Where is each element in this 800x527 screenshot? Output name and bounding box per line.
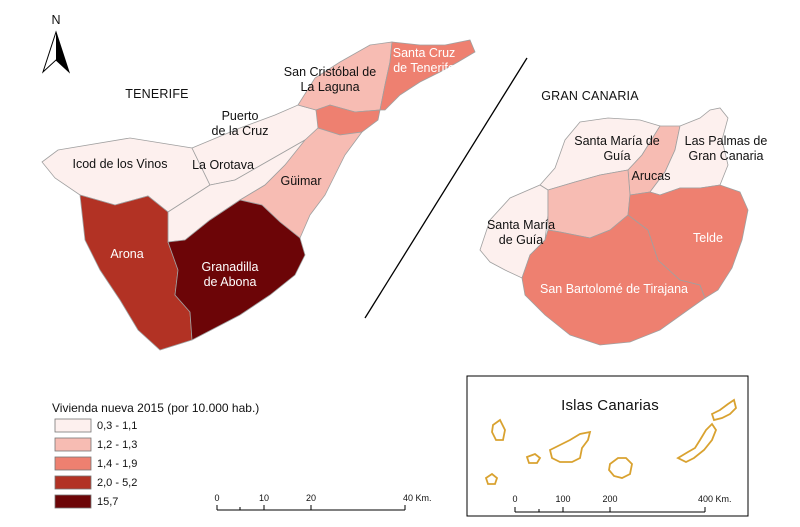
- region-granadilla-de-abona[interactable]: [167, 199, 306, 341]
- legend-swatch: [54, 437, 92, 452]
- label-granadilla-2: de Abona: [204, 275, 257, 289]
- legend-items: 0,3 - 1,1 1,2 - 1,3 1,4 - 1,9 2,0 - 5,2 15,7: [54, 418, 137, 509]
- label-santacruz-1: Santa Cruz: [393, 46, 456, 60]
- legend-label: 15,7: [97, 496, 118, 508]
- scale-tick-20: 20: [306, 493, 316, 503]
- label-guimar: Güimar: [281, 174, 322, 188]
- scale-end: 40 Km.: [403, 493, 432, 503]
- label-guia-w-2: de Guía: [499, 233, 544, 247]
- inset-scale-end: 400 Km.: [698, 494, 732, 504]
- label-guia-n-1: Santa María de: [574, 134, 660, 148]
- label-laguna-1: San Cristóbal de: [284, 65, 376, 79]
- legend-swatch: [54, 494, 92, 509]
- label-sanbartolome: San Bartolomé de Tirajana: [540, 282, 688, 296]
- label-guia-w-1: Santa María: [487, 218, 555, 232]
- inset-map: Islas Canarias 0 100 200 400 Km.: [466, 375, 749, 517]
- label-palmas-1: Las Palmas de: [685, 134, 768, 148]
- island-fuerteventura: [676, 422, 718, 464]
- tenerife-map: TENERIFE Icod de los Vinos Puerto de la …: [41, 39, 476, 351]
- inset-scale-tick-200: 200: [602, 494, 617, 504]
- main-scale-bar: 0 10 20 40 Km.: [214, 493, 432, 511]
- legend-swatch: [54, 418, 92, 433]
- legend-title: Vivienda nueva 2015 (por 10.000 hab.): [52, 401, 259, 415]
- legend-label: 2,0 - 5,2: [97, 477, 137, 489]
- label-palmas-2: Gran Canaria: [688, 149, 763, 163]
- legend: Vivienda nueva 2015 (por 10.000 hab.) 0,…: [52, 401, 259, 509]
- inset-scale-tick-100: 100: [555, 494, 570, 504]
- gran-canaria-title: GRAN CANARIA: [541, 89, 639, 103]
- legend-swatch: [54, 456, 92, 471]
- label-guia-n-2: Guía: [603, 149, 630, 163]
- label-santacruz-2: de Tenerife: [393, 61, 455, 75]
- label-granadilla-1: Granadilla: [202, 260, 259, 274]
- label-arona: Arona: [110, 247, 143, 261]
- label-puerto-1: Puerto: [222, 109, 259, 123]
- region-santa-cruz-de-tenerife[interactable]: [379, 39, 476, 111]
- legend-label: 1,2 - 1,3: [97, 439, 137, 451]
- island-la-gomera: [525, 452, 542, 464]
- island-gran-canaria: [608, 457, 633, 479]
- island-lanzarote: [710, 398, 737, 422]
- gran-canaria-map: GRAN CANARIA Santa María de Guía Arucas …: [479, 89, 768, 346]
- island-el-hierro: [484, 472, 499, 485]
- region-santa-maria-de-guia-oeste[interactable]: [479, 184, 549, 279]
- scale-tick-10: 10: [259, 493, 269, 503]
- legend-swatch: [54, 475, 92, 490]
- region-guimar[interactable]: [238, 127, 363, 239]
- island-la-palma: [491, 418, 506, 441]
- tenerife-title: TENERIFE: [125, 87, 188, 101]
- inset-frame: [466, 375, 749, 517]
- north-label: N: [51, 13, 60, 27]
- label-telde: Telde: [693, 231, 723, 245]
- inset-title: Islas Canarias: [561, 397, 659, 414]
- label-icod: Icod de los Vinos: [73, 157, 168, 171]
- inset-scale-tick-0: 0: [512, 494, 517, 504]
- separator-line: [364, 57, 528, 319]
- north-arrow: N: [41, 13, 71, 74]
- inset-islands: [484, 398, 737, 485]
- region-telde[interactable]: [627, 184, 749, 299]
- label-arucas: Arucas: [632, 169, 671, 183]
- label-puerto-2: de la Cruz: [212, 124, 269, 138]
- legend-label: 0,3 - 1,1: [97, 420, 137, 432]
- legend-label: 1,4 - 1,9: [97, 458, 137, 470]
- label-orotava: La Orotava: [192, 158, 254, 172]
- scale-tick-0: 0: [214, 493, 219, 503]
- island-tenerife: [548, 430, 592, 463]
- label-laguna-2: La Laguna: [300, 80, 359, 94]
